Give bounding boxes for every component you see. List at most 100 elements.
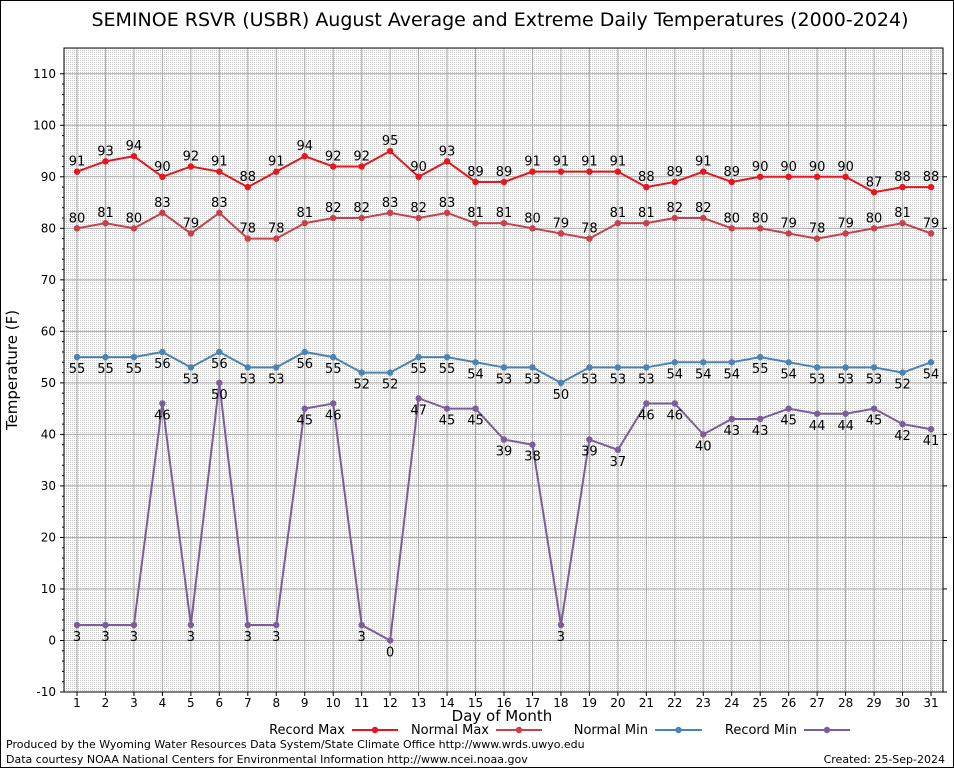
data-point-record-max [358,163,365,170]
data-label-normal-max: 83 [439,196,456,211]
data-point-normal-max [73,225,81,232]
data-label-record-max: 90 [410,160,427,175]
data-point-normal-min [671,359,678,366]
data-point-record-min [500,436,508,443]
data-point-record-max [529,168,536,175]
data-label-record-max: 90 [809,160,826,175]
y-tick-label: -10 [36,685,56,699]
data-point-record-max [73,168,81,175]
x-tick-label: 4 [159,696,167,710]
data-label-normal-max: 78 [581,222,598,237]
data-label-normal-min: 54 [695,367,712,382]
data-label-record-max: 92 [183,149,200,164]
data-point-record-max [870,189,878,196]
data-point-normal-min [415,353,422,361]
data-label-record-min: 47 [410,403,427,418]
data-point-record-max [415,173,422,180]
data-label-normal-max: 80 [752,211,769,226]
data-label-record-max: 92 [325,149,342,164]
data-point-record-max [472,178,479,186]
data-point-record-min [330,400,337,407]
data-label-record-max: 94 [296,139,313,154]
data-label-normal-min: 55 [439,362,456,377]
data-label-normal-min: 55 [752,362,769,377]
data-point-record-max [330,163,337,170]
data-point-record-min [159,400,166,407]
data-label-normal-max: 79 [837,216,854,231]
x-axis-label: Day of Month [452,707,553,725]
data-point-normal-min [244,364,251,371]
data-point-normal-max [244,235,251,242]
data-point-normal-min [500,364,508,371]
data-label-record-max: 95 [382,134,399,149]
data-point-record-min [870,405,878,412]
data-label-normal-max: 83 [211,196,228,211]
data-label-normal-max: 79 [553,216,570,231]
legend-label-record-min: Record Min [725,723,797,738]
data-label-normal-max: 82 [353,201,370,216]
data-point-normal-max [216,209,223,217]
x-tick-label: 6 [216,696,224,710]
data-label-normal-max: 81 [610,206,627,221]
data-label-record-min: 41 [923,434,940,449]
footer-created-date: Created: 25-Sep-2024 [823,753,945,766]
data-label-normal-max: 81 [97,206,114,221]
data-point-record-min [216,379,223,387]
data-point-record-min [73,621,81,629]
data-point-record-max [785,173,792,180]
y-axis-label: Temperature (F) [3,310,21,431]
data-point-normal-min [273,364,280,371]
data-point-record-min [358,621,365,629]
data-label-record-min: 46 [667,408,684,423]
data-point-record-max [159,173,166,180]
data-point-record-min [586,436,593,443]
series-normal-max: 80 81 80 83 79 83 78 78 81 82 82 83 82 83 81 81 80 79 78 81… [69,196,939,242]
data-point-record-min [785,405,792,412]
data-label-normal-max: 82 [410,201,427,216]
data-label-normal-max: 78 [268,222,285,237]
data-label-record-max: 91 [69,155,86,170]
data-label-record-min: 45 [866,414,883,429]
data-label-record-min: 46 [638,408,655,423]
y-tick-label: 40 [41,427,56,441]
data-point-record-min [728,415,735,423]
data-point-normal-min [386,369,394,376]
data-label-record-min: 42 [894,429,911,444]
data-label-record-min: 43 [752,424,769,439]
data-label-normal-min: 56 [154,357,171,372]
data-label-record-min: 44 [837,419,854,434]
data-label-normal-min: 54 [780,367,797,382]
data-label-normal-min: 53 [496,372,513,387]
data-point-normal-min [757,353,764,361]
x-tick-label: 7 [244,696,252,710]
data-label-normal-min: 53 [837,372,854,387]
data-point-record-min [301,405,308,412]
y-tick-label: 70 [41,273,56,287]
data-label-normal-max: 80 [524,211,541,226]
x-tick-label: 2 [102,696,110,710]
data-point-record-min [187,621,195,629]
data-point-normal-min [216,348,223,356]
data-point-normal-min [358,369,365,376]
data-label-record-min: 46 [154,408,171,423]
data-point-normal-min [130,353,138,361]
data-label-normal-min: 53 [809,372,826,387]
data-point-normal-max [187,230,195,237]
data-point-normal-min [187,364,195,371]
data-label-record-max: 93 [97,144,114,159]
series-layer: 91 93 94 90 92 91 88 91 94 92 92 95 90 93 89 89 91 91 91 91… [69,134,940,660]
x-tick-label: 27 [809,696,824,710]
data-label-record-max: 87 [866,175,883,190]
data-label-normal-min: 55 [97,362,114,377]
data-label-normal-max: 82 [325,201,342,216]
x-tick-label: 15 [468,696,483,710]
data-point-normal-min [700,359,707,366]
data-label-record-min: 44 [809,419,826,434]
y-tick-label: 100 [33,118,56,132]
x-tick-label: 17 [525,696,540,710]
data-label-record-max: 88 [894,170,911,185]
data-point-record-max [187,163,195,170]
data-point-record-max [643,183,650,191]
data-label-record-min: 37 [610,455,627,470]
data-point-normal-min [443,353,451,361]
